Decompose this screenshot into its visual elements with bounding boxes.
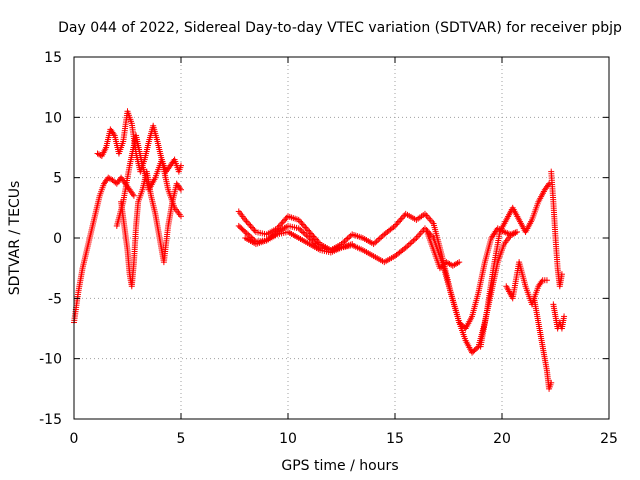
data-point xyxy=(513,228,520,235)
series-arc-13 xyxy=(550,301,568,332)
x-axis-title: GPS time / hours xyxy=(281,458,398,474)
x-tick-label: 25 xyxy=(600,431,618,447)
y-tick-label: 10 xyxy=(44,110,62,126)
x-tick-label: 15 xyxy=(386,431,404,447)
data-points xyxy=(71,108,568,392)
data-point xyxy=(178,186,184,193)
y-axis-title: SDTVAR / TECUs xyxy=(7,181,23,296)
y-tick-label: -5 xyxy=(48,291,62,307)
data-point xyxy=(349,241,356,248)
x-tick-label: 10 xyxy=(279,431,297,447)
series-arc-8 xyxy=(424,228,463,272)
axis-ticks xyxy=(73,56,610,420)
data-point xyxy=(130,192,137,199)
series-arc-2 xyxy=(94,108,184,175)
data-point xyxy=(474,344,481,351)
chart-title: Day 044 of 2022, Sidereal Day-to-day VTE… xyxy=(58,20,622,36)
series-arc-12 xyxy=(548,168,565,290)
grid xyxy=(74,57,609,419)
data-point xyxy=(558,271,565,278)
y-tick-label: -15 xyxy=(39,412,62,428)
data-point xyxy=(178,213,184,220)
y-tick-label: -10 xyxy=(39,352,62,368)
y-tick-label: 0 xyxy=(53,231,62,247)
x-tick-label: 0 xyxy=(70,431,79,447)
series-arc-9 xyxy=(477,180,553,350)
y-tick-labels: -15 -10 -5 0 5 10 15 xyxy=(39,50,62,428)
series-arc-11 xyxy=(531,295,555,392)
y-tick-label: 15 xyxy=(44,50,62,66)
data-point xyxy=(546,180,553,187)
x-tick-label: 20 xyxy=(493,431,511,447)
data-point xyxy=(178,162,184,169)
series-arc-7 xyxy=(242,222,356,254)
data-point xyxy=(548,379,555,386)
x-tick-labels: 0 5 10 15 20 25 xyxy=(70,431,618,447)
x-tick-label: 5 xyxy=(177,431,186,447)
data-point xyxy=(240,227,247,234)
data-point xyxy=(543,277,550,284)
y-tick-label: 5 xyxy=(53,171,62,187)
data-point xyxy=(561,313,568,320)
data-point xyxy=(456,259,463,266)
series-arc-4 xyxy=(113,132,184,229)
